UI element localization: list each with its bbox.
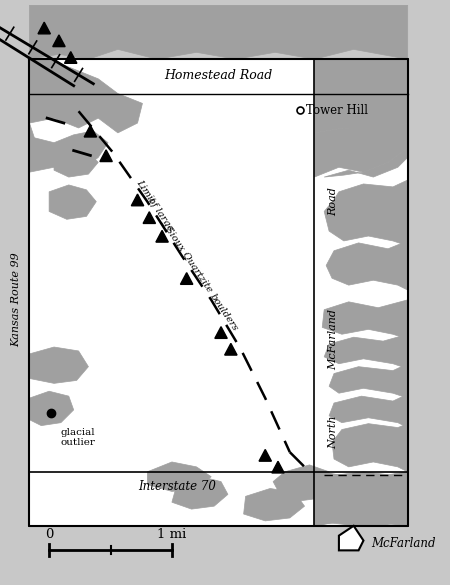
Polygon shape	[243, 488, 305, 521]
Polygon shape	[259, 449, 271, 461]
Polygon shape	[215, 326, 227, 338]
Polygon shape	[273, 465, 334, 501]
Polygon shape	[324, 180, 408, 246]
Polygon shape	[131, 194, 144, 206]
Text: Kansas Route 99: Kansas Route 99	[11, 253, 21, 347]
Text: North: North	[328, 416, 338, 449]
Text: 0: 0	[45, 528, 53, 541]
Polygon shape	[322, 300, 408, 339]
Polygon shape	[29, 123, 108, 172]
Polygon shape	[326, 241, 408, 290]
Polygon shape	[49, 185, 96, 219]
Text: glacial
outlier: glacial outlier	[61, 428, 96, 447]
Polygon shape	[332, 424, 408, 472]
Text: McFarland: McFarland	[371, 537, 436, 550]
Polygon shape	[339, 526, 364, 550]
Polygon shape	[225, 343, 237, 355]
Polygon shape	[29, 59, 143, 133]
Polygon shape	[329, 394, 408, 428]
Text: Homestead Road: Homestead Road	[164, 70, 272, 82]
Text: boulders: boulders	[208, 292, 240, 333]
Polygon shape	[64, 51, 77, 63]
Text: Road: Road	[328, 187, 338, 216]
Polygon shape	[147, 462, 211, 491]
Polygon shape	[84, 125, 97, 137]
Text: of large: of large	[146, 196, 175, 233]
Text: Tower Hill: Tower Hill	[306, 104, 369, 117]
Polygon shape	[324, 498, 408, 526]
Polygon shape	[315, 123, 408, 177]
Polygon shape	[324, 147, 408, 177]
Polygon shape	[322, 479, 408, 526]
Polygon shape	[38, 22, 50, 34]
Polygon shape	[29, 5, 408, 59]
Polygon shape	[156, 230, 168, 242]
Polygon shape	[315, 472, 408, 526]
Text: Interstate 70: Interstate 70	[138, 480, 216, 493]
Polygon shape	[100, 150, 112, 161]
Polygon shape	[53, 35, 65, 47]
Polygon shape	[143, 212, 156, 223]
Polygon shape	[315, 59, 408, 133]
Polygon shape	[329, 364, 408, 398]
Polygon shape	[29, 59, 408, 526]
Polygon shape	[180, 273, 193, 284]
Polygon shape	[272, 461, 284, 473]
Text: McFarland: McFarland	[328, 309, 338, 370]
Text: 1 mi: 1 mi	[158, 528, 187, 541]
Polygon shape	[29, 391, 74, 426]
Polygon shape	[172, 477, 228, 509]
Polygon shape	[29, 347, 88, 383]
Text: Limit: Limit	[135, 178, 156, 205]
Polygon shape	[324, 334, 408, 369]
Text: Sioux Quartzite: Sioux Quartzite	[164, 224, 215, 293]
Polygon shape	[315, 472, 408, 526]
Polygon shape	[54, 150, 98, 177]
